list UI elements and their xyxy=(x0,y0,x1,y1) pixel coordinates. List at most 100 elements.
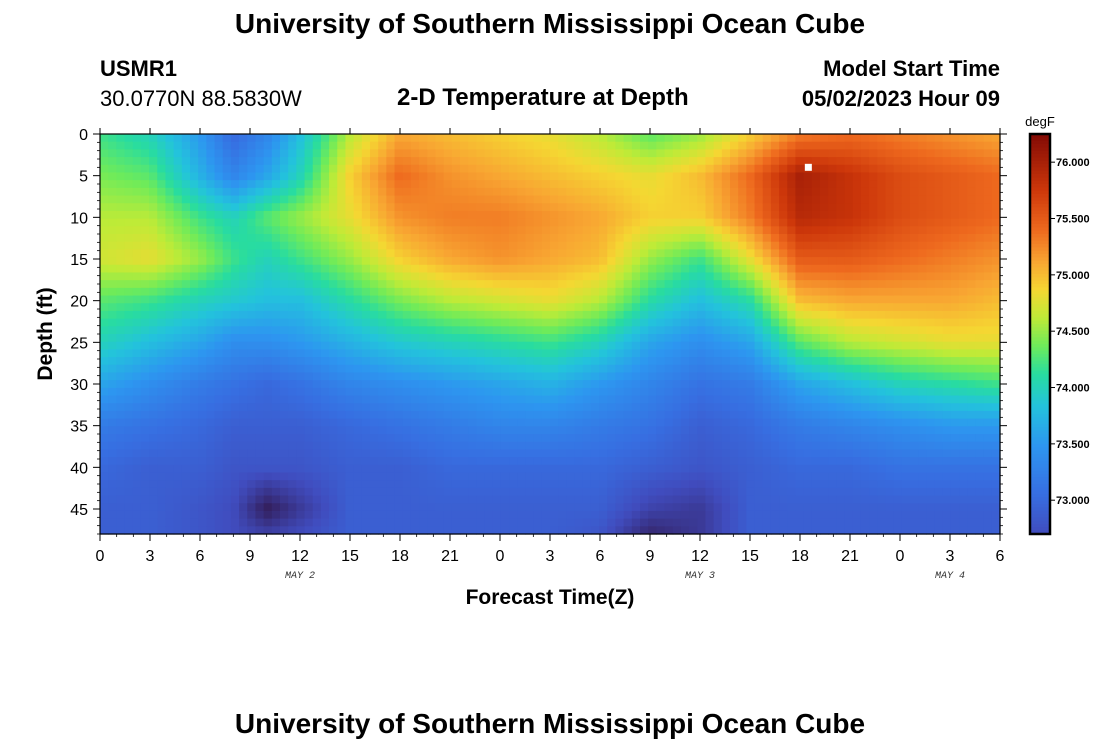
heatmap-cell xyxy=(713,218,723,227)
heatmap-cell xyxy=(173,226,183,235)
heatmap-cell xyxy=(517,149,527,158)
heatmap-cell xyxy=(836,472,846,481)
heatmap-cell xyxy=(582,410,592,420)
heatmap-cell xyxy=(451,410,461,420)
heatmap-cell xyxy=(828,180,837,189)
heatmap-cell xyxy=(541,257,551,266)
heatmap-cell xyxy=(468,503,477,512)
heatmap-cell xyxy=(599,141,608,150)
heatmap-cell xyxy=(337,426,347,435)
heatmap-cell xyxy=(811,241,821,250)
heatmap-cell xyxy=(386,280,396,289)
heatmap-cell xyxy=(566,380,576,389)
heatmap-cell xyxy=(828,226,837,235)
heatmap-cell xyxy=(198,157,207,166)
heatmap-cell xyxy=(762,410,772,420)
heatmap-cell xyxy=(877,495,887,504)
heatmap-cell xyxy=(451,418,461,427)
heatmap-cell xyxy=(640,357,649,366)
heatmap-cell xyxy=(386,403,396,412)
heatmap-cell xyxy=(844,495,854,504)
heatmap-cell xyxy=(116,280,126,289)
heatmap-cell xyxy=(222,157,232,166)
heatmap-cell xyxy=(116,357,126,366)
heatmap-cell xyxy=(582,403,592,412)
heatmap-cell xyxy=(550,310,559,320)
heatmap-cell xyxy=(590,326,600,335)
heatmap-cell xyxy=(860,403,870,412)
heatmap-cell xyxy=(615,357,625,366)
heatmap-cell xyxy=(787,295,797,304)
heatmap-cell xyxy=(108,510,117,520)
heatmap-cell xyxy=(860,480,870,489)
heatmap-cell xyxy=(296,518,306,527)
heatmap-cell xyxy=(525,418,535,427)
heatmap-cell xyxy=(460,395,469,404)
heatmap-cell xyxy=(230,295,240,304)
heatmap-cell xyxy=(198,495,207,504)
heatmap-cell xyxy=(222,164,232,174)
heatmap-cell xyxy=(296,441,306,450)
heatmap-cell xyxy=(795,518,805,527)
heatmap-cell xyxy=(124,326,134,335)
heatmap-cell xyxy=(468,395,477,404)
heatmap-cell xyxy=(762,480,772,489)
heatmap-cell xyxy=(877,280,887,289)
heatmap-cell xyxy=(770,164,780,174)
heatmap-cell xyxy=(312,380,322,389)
heatmap-cell xyxy=(828,518,837,527)
heatmap-cell xyxy=(190,487,199,497)
heatmap-cell xyxy=(525,280,535,289)
heatmap-cell xyxy=(640,441,649,450)
heatmap-cell xyxy=(656,134,666,143)
heatmap-cell xyxy=(607,210,617,220)
heatmap-cell xyxy=(296,464,306,474)
heatmap-cell xyxy=(484,487,494,497)
heatmap-cell xyxy=(484,403,494,412)
heatmap-cell xyxy=(451,187,461,197)
heatmap-cell xyxy=(100,426,109,435)
heatmap-cell xyxy=(492,457,502,466)
heatmap-cell xyxy=(762,272,772,281)
heatmap-cell xyxy=(492,526,502,535)
heatmap-cell xyxy=(713,164,723,174)
heatmap-cell xyxy=(165,249,175,258)
heatmap-cell xyxy=(190,464,199,474)
heatmap-cell xyxy=(165,172,175,181)
heatmap-cell xyxy=(280,172,289,181)
heatmap-cell xyxy=(762,218,772,227)
heatmap-cell xyxy=(116,195,126,204)
heatmap-cell xyxy=(648,395,657,404)
heatmap-cell xyxy=(255,249,265,258)
heatmap-cell xyxy=(721,464,731,474)
heatmap-cell xyxy=(100,526,109,535)
heatmap-cell xyxy=(181,249,191,258)
heatmap-cell xyxy=(525,403,535,412)
heatmap-cell xyxy=(484,249,494,258)
heatmap-cell xyxy=(198,395,207,404)
heatmap-cell xyxy=(738,295,747,304)
heatmap-cell xyxy=(541,472,551,481)
heatmap-cell xyxy=(713,480,723,489)
heatmap-cell xyxy=(664,172,674,181)
heatmap-cell xyxy=(656,495,666,504)
heatmap-cell xyxy=(607,218,617,227)
heatmap-cell xyxy=(705,249,715,258)
heatmap-cell xyxy=(672,187,682,197)
heatmap-cell xyxy=(615,464,625,474)
heatmap-cell xyxy=(762,134,772,143)
heatmap-cell xyxy=(492,172,502,181)
heatmap-cell xyxy=(116,318,126,327)
heatmap-cell xyxy=(206,157,216,166)
heatmap-cell xyxy=(402,341,412,350)
heatmap-cell xyxy=(811,510,821,520)
heatmap-cell xyxy=(500,510,510,520)
heatmap-cell xyxy=(288,157,297,166)
heatmap-cell xyxy=(811,195,821,204)
heatmap-cell xyxy=(509,226,518,235)
heatmap-cell xyxy=(730,387,739,397)
heatmap-cell xyxy=(410,357,420,366)
heatmap-cell xyxy=(860,341,870,350)
heatmap-cell xyxy=(312,141,322,150)
